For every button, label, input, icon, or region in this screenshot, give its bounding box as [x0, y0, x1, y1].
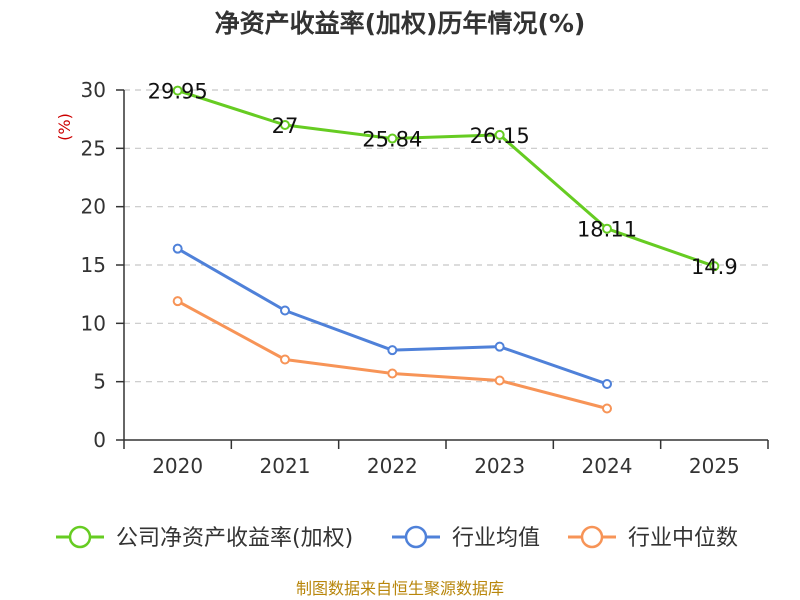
data-point-1	[172, 243, 183, 254]
legend-label: 行业中位数	[628, 526, 738, 551]
data-point-2	[172, 296, 183, 307]
legend-label: 行业均值	[452, 526, 540, 551]
x-tick-label: 2020	[152, 454, 203, 478]
data-point-1	[602, 379, 612, 389]
x-tick-label: 2024	[582, 454, 633, 478]
legend-marker-icon	[580, 525, 604, 549]
data-label: 14.9	[691, 255, 738, 279]
chart-title: 净资产收益率(加权)历年情况(%)	[215, 9, 586, 38]
y-axis-unit-label: (%)	[55, 113, 74, 141]
x-tick-label: 2022	[367, 454, 418, 478]
data-point-0	[387, 133, 398, 144]
series-line-1	[176, 247, 608, 386]
data-point-0	[280, 120, 290, 130]
x-tick-label: 2021	[260, 454, 311, 478]
data-label: 18.11	[577, 218, 637, 242]
y-tick-label: 0	[93, 428, 106, 452]
data-point-2	[280, 354, 290, 365]
y-tick-label: 30	[81, 78, 106, 102]
series-layer	[172, 85, 720, 414]
source-note: 制图数据来自恒生聚源数据库	[296, 579, 504, 598]
data-label: 29.95	[148, 80, 208, 104]
legend[interactable]: 公司净资产收益率(加权) 行业均值 行业中位数	[56, 525, 738, 551]
legend-item-0[interactable]: 公司净资产收益率(加权)	[56, 525, 353, 551]
legend-label: 公司净资产收益率(加权)	[116, 526, 353, 551]
x-tick-label: 2023	[474, 454, 525, 478]
y-tick-label: 25	[81, 136, 106, 160]
y-tick-label: 15	[81, 253, 106, 277]
data-labels: 29.95 27 25.84 26.15 18.11 14.9	[148, 80, 738, 280]
data-point-2	[602, 403, 612, 414]
y-tick-label: 5	[93, 370, 106, 394]
data-label: 25.84	[362, 128, 422, 152]
y-tick-label: 10	[81, 311, 106, 335]
data-point-0	[494, 129, 505, 140]
series-line-0	[177, 89, 715, 268]
legend-item-1[interactable]: 行业均值	[392, 525, 540, 551]
data-point-0	[172, 85, 183, 96]
y-tick-label: 20	[81, 195, 106, 219]
data-point-2	[387, 368, 398, 379]
legend-marker-icon	[68, 525, 92, 549]
x-tick-label: 2025	[689, 454, 740, 478]
gridlines	[124, 89, 768, 383]
data-point-0	[709, 261, 720, 272]
data-point-1	[387, 345, 398, 356]
legend-item-2[interactable]: 行业中位数	[568, 525, 738, 551]
legend-marker-icon	[404, 525, 428, 549]
data-point-2	[494, 375, 505, 386]
data-point-1	[494, 341, 505, 352]
data-point-0	[602, 223, 612, 234]
data-point-1	[280, 305, 290, 316]
data-label: 27	[272, 114, 299, 138]
data-label: 26.15	[470, 124, 530, 148]
